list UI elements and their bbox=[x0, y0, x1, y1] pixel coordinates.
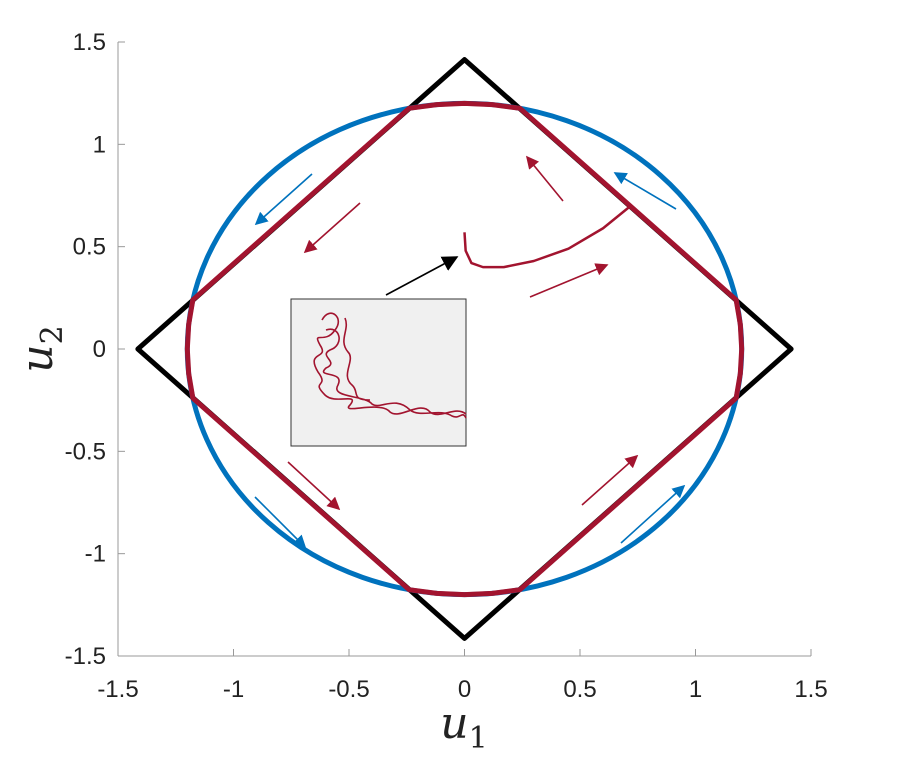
flow-arrows bbox=[254, 155, 686, 549]
zoom-inset bbox=[290, 298, 467, 447]
x-axis-label: u1 bbox=[440, 698, 487, 753]
y-label-base: u bbox=[12, 344, 63, 372]
plot-area bbox=[135, 57, 794, 641]
boundary-polygon bbox=[184, 100, 745, 598]
y-label-sub: 2 bbox=[35, 325, 70, 344]
y-tick-label: -1.5 bbox=[65, 643, 106, 670]
x-tick-label: 0.5 bbox=[563, 676, 596, 703]
y-axis-label: u2 bbox=[12, 325, 70, 372]
y-tick-label: 1.5 bbox=[73, 29, 106, 56]
y-tick-label: 0.5 bbox=[73, 234, 106, 261]
ticks: -1.5 -1 -0.5 0 0.5 1 1.5 -1.5 -1 -0.5 0 0.5 1 1.5 bbox=[65, 29, 828, 703]
x-label-sub: 1 bbox=[469, 721, 488, 753]
x-tick-label: -1 bbox=[223, 676, 244, 703]
x-tick-label: 0 bbox=[458, 676, 471, 703]
y-tick-label: -1 bbox=[85, 541, 106, 568]
y-tick-label: -0.5 bbox=[65, 438, 106, 465]
x-tick-label: -0.5 bbox=[328, 676, 369, 703]
x-label-base: u bbox=[440, 698, 468, 749]
x-tick-label: 1.5 bbox=[794, 676, 827, 703]
x-tick-label: 1 bbox=[689, 676, 702, 703]
y-tick-label: 1 bbox=[93, 131, 106, 158]
x-tick-label: -1.5 bbox=[97, 676, 138, 703]
trajectory bbox=[463, 204, 632, 269]
y-tick-label: 0 bbox=[93, 336, 106, 363]
